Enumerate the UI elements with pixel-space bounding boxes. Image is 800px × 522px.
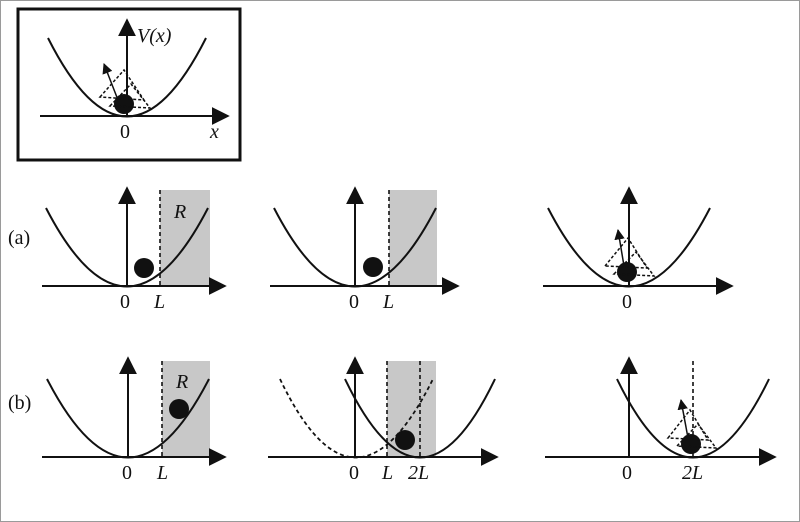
a2-potential-curve [273, 207, 437, 288]
b3-2l-label: 2L [682, 462, 703, 484]
b3-zero-label: 0 [622, 462, 632, 484]
inset-x-label: x [209, 121, 219, 143]
b3-ball [681, 434, 701, 454]
b2-2l-label: 2L [408, 462, 429, 484]
a2-region-r [389, 190, 437, 286]
b3-potential-curve [616, 378, 770, 459]
inset-panel: V(x) 0 x [16, 7, 242, 162]
a1-ball [134, 258, 154, 278]
panel-b1: R 0 L [42, 356, 227, 484]
row-b-label: (b) [8, 392, 31, 414]
inset-v-label: V(x) [137, 25, 172, 47]
b3-spin-icon [666, 398, 718, 449]
b2-ball [395, 430, 415, 450]
a1-zero-label: 0 [120, 291, 130, 313]
inset-zero-label: 0 [120, 121, 130, 143]
a3-ball [617, 262, 637, 282]
panel-a1: R 0 L [42, 186, 227, 313]
a1-l-label: L [153, 291, 165, 313]
row-a-label: (a) [8, 227, 30, 249]
b1-zero-label: 0 [122, 462, 132, 484]
a3-zero-label: 0 [622, 291, 632, 313]
a1-region-label: R [173, 201, 186, 223]
b2-original-potential-curve [279, 378, 434, 459]
a1-potential-curve [45, 207, 209, 288]
b1-ball [169, 399, 189, 419]
a2-l-label: L [382, 291, 394, 313]
b1-potential-curve [46, 378, 210, 459]
b2-shifted-potential-curve [344, 378, 496, 459]
a2-zero-label: 0 [349, 291, 359, 313]
b2-l-label: L [381, 462, 393, 484]
panel-a3: 0 [543, 186, 734, 313]
b1-region-label: R [175, 371, 188, 393]
inset-frame [16, 7, 242, 162]
b1-l-label: L [156, 462, 168, 484]
panel-b3: 0 2L [545, 356, 777, 484]
a2-ball [363, 257, 383, 277]
panel-b2: 0 L 2L [268, 356, 499, 484]
inset-potential-curve [47, 37, 207, 118]
panel-a2: 0 L [270, 186, 460, 313]
a3-potential-curve [547, 207, 711, 288]
a3-spin-icon [603, 228, 656, 277]
b2-zero-label: 0 [349, 462, 359, 484]
inset-spin-icon [98, 63, 152, 109]
a1-region-r [160, 190, 210, 286]
